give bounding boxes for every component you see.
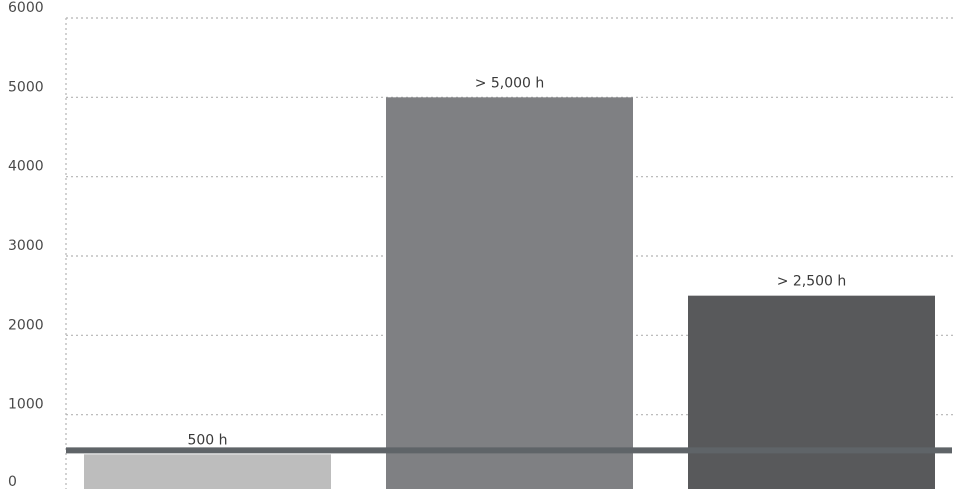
y-tick-labels: 0 1000 2000 3000 4000 5000 6000	[8, 0, 44, 489]
y-tick-label-4000: 4000	[8, 159, 44, 175]
data-label-bar-1: 500 h	[187, 432, 227, 448]
bars	[84, 97, 935, 489]
bar-3	[688, 295, 935, 489]
y-tick-label-6000: 6000	[8, 0, 44, 16]
y-tick-label-3000: 3000	[8, 238, 44, 254]
data-label-bar-3: > 2,500 h	[777, 274, 847, 290]
data-labels: 500 h > 5,000 h > 2,500 h	[187, 75, 846, 448]
y-tick-label-1000: 1000	[8, 397, 44, 413]
y-tick-label-2000: 2000	[8, 317, 44, 333]
data-label-bar-2: > 5,000 h	[475, 75, 545, 91]
bar-2	[386, 97, 633, 489]
y-tick-label-5000: 5000	[8, 79, 44, 95]
y-tick-label-0: 0	[8, 474, 17, 489]
bar-1	[84, 454, 331, 489]
